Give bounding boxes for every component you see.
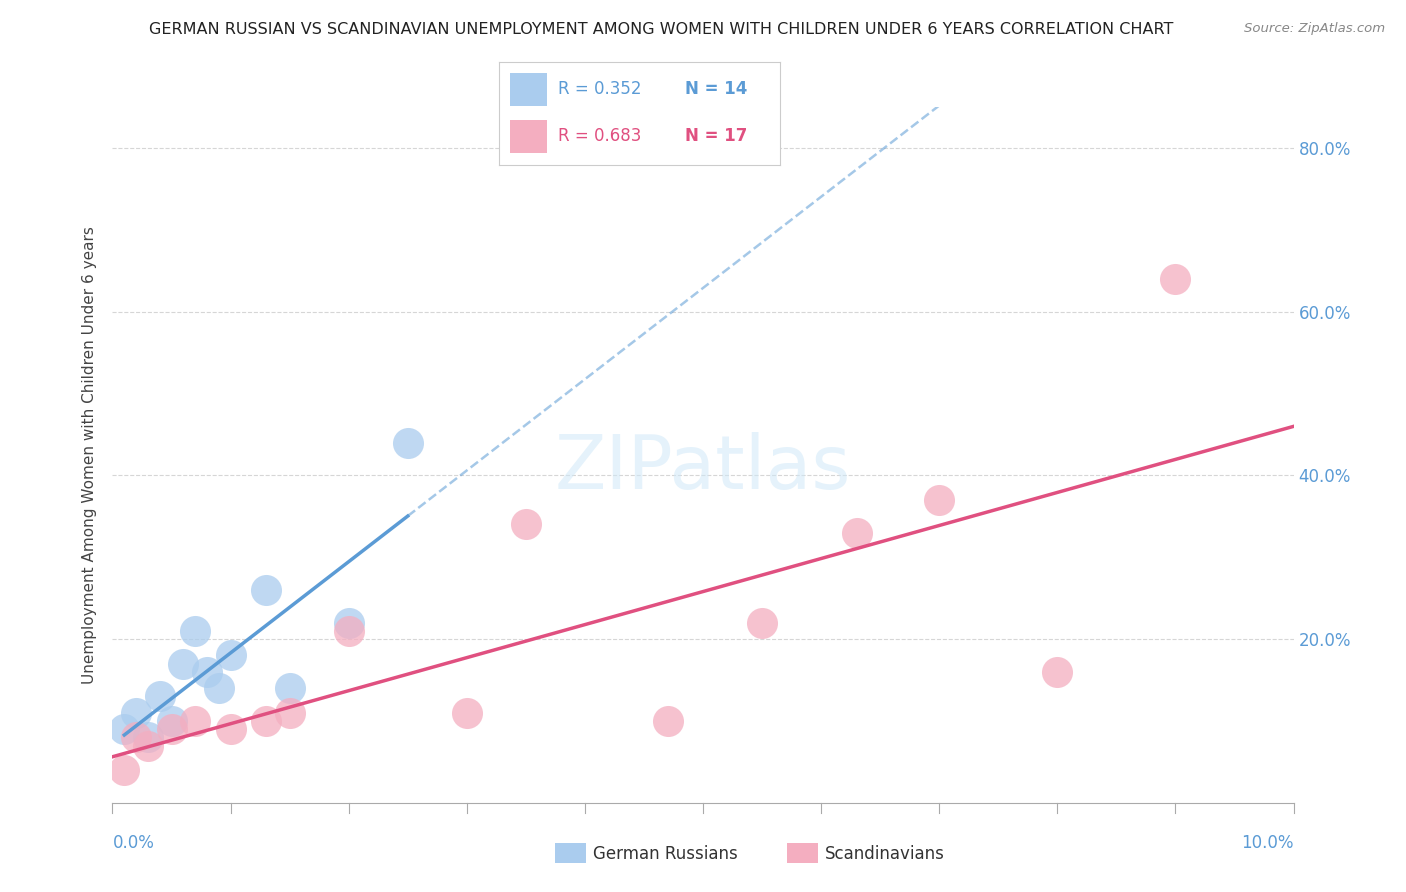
Point: [1046, 665, 1069, 679]
Point: [112, 722, 135, 736]
Text: ZIPatlas: ZIPatlas: [555, 433, 851, 506]
Text: Scandinavians: Scandinavians: [825, 845, 945, 863]
Text: N = 17: N = 17: [685, 128, 747, 145]
Point: [657, 714, 679, 728]
Point: [219, 648, 242, 663]
Point: [254, 714, 277, 728]
Point: [136, 739, 159, 753]
Point: [278, 681, 301, 696]
Point: [125, 731, 148, 745]
Text: German Russians: German Russians: [593, 845, 738, 863]
Point: [136, 731, 159, 745]
Point: [149, 690, 172, 704]
Point: [160, 714, 183, 728]
Point: [219, 722, 242, 736]
Point: [254, 582, 277, 597]
Point: [928, 492, 950, 507]
Point: [456, 706, 478, 720]
Point: [337, 615, 360, 630]
Point: [845, 525, 868, 540]
Point: [125, 706, 148, 720]
Point: [278, 706, 301, 720]
Text: N = 14: N = 14: [685, 80, 747, 98]
Point: [751, 615, 773, 630]
Y-axis label: Unemployment Among Women with Children Under 6 years: Unemployment Among Women with Children U…: [82, 226, 97, 684]
Point: [160, 722, 183, 736]
Text: R = 0.352: R = 0.352: [558, 80, 641, 98]
Text: Source: ZipAtlas.com: Source: ZipAtlas.com: [1244, 22, 1385, 36]
Point: [396, 435, 419, 450]
Point: [515, 517, 537, 532]
Point: [195, 665, 218, 679]
Text: 10.0%: 10.0%: [1241, 834, 1294, 852]
Point: [112, 763, 135, 777]
Text: 0.0%: 0.0%: [112, 834, 155, 852]
Point: [1164, 272, 1187, 286]
Text: GERMAN RUSSIAN VS SCANDINAVIAN UNEMPLOYMENT AMONG WOMEN WITH CHILDREN UNDER 6 YE: GERMAN RUSSIAN VS SCANDINAVIAN UNEMPLOYM…: [149, 22, 1173, 37]
Point: [184, 624, 207, 638]
Bar: [510, 73, 547, 105]
Point: [172, 657, 194, 671]
Text: R = 0.683: R = 0.683: [558, 128, 641, 145]
Point: [337, 624, 360, 638]
Bar: [510, 120, 547, 153]
Point: [208, 681, 231, 696]
Point: [184, 714, 207, 728]
